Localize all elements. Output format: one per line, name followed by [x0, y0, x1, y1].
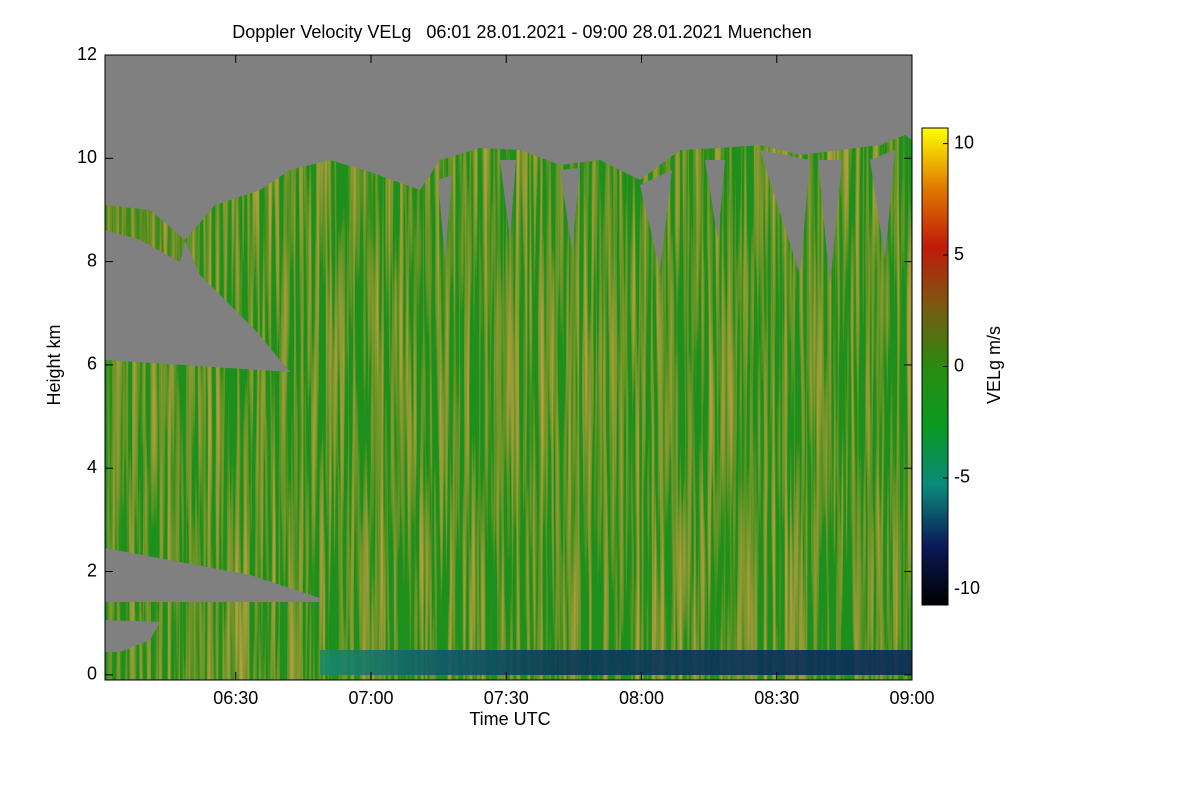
colorbar-tick-label: 10: [954, 132, 974, 152]
x-tick-label: 08:30: [754, 688, 799, 708]
echo-band: [105, 205, 185, 262]
colorbar-tick-label: -5: [954, 467, 970, 487]
surface-band: [320, 650, 912, 675]
x-tick-label: 06:30: [213, 688, 258, 708]
colorbar-tick-label: 0: [954, 355, 964, 375]
x-tick-label: 07:30: [484, 688, 529, 708]
y-tick-label: 0: [87, 664, 97, 684]
y-tick-label: 12: [77, 44, 97, 64]
colorbar-label: VELg m/s: [984, 326, 1004, 404]
y-tick-label: 8: [87, 250, 97, 270]
x-tick-label: 08:00: [619, 688, 664, 708]
gaps: [105, 150, 895, 652]
colorbar-tick-label: -10: [954, 578, 980, 598]
y-axis-label: Height km: [44, 324, 64, 405]
colorbar-tick-label: 5: [954, 244, 964, 264]
y-tick-label: 4: [87, 457, 97, 477]
y-tick-label: 2: [87, 560, 97, 580]
field: [105, 55, 912, 680]
plot-frame: [104, 54, 913, 681]
echo-field: [105, 135, 912, 680]
y-tick-label: 10: [77, 147, 97, 167]
y-tick-label: 6: [87, 354, 97, 374]
x-tick-label: 09:00: [889, 688, 934, 708]
chart-title: Doppler Velocity VELg 06:01 28.01.2021 -…: [232, 22, 811, 42]
x-tick-label: 07:00: [348, 688, 393, 708]
x-axis-label: Time UTC: [469, 709, 550, 729]
